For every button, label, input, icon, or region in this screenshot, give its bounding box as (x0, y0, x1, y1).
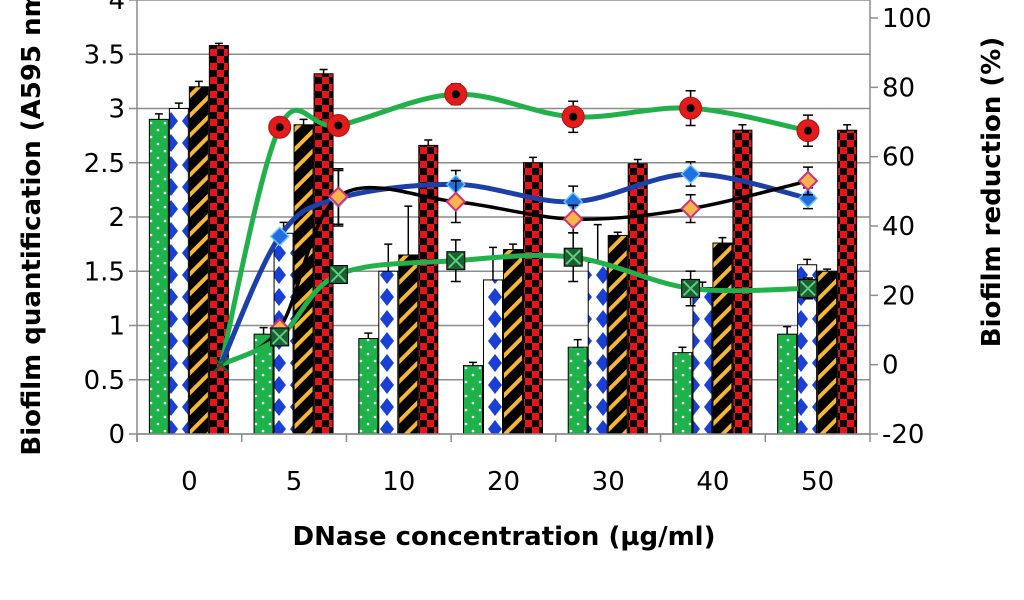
data-point (797, 188, 819, 209)
bar (418, 144, 439, 435)
error-bar (364, 332, 373, 339)
data-point-cross (330, 266, 347, 283)
error-bar (783, 325, 792, 335)
bar (712, 242, 733, 435)
bar (523, 162, 543, 435)
data-point (797, 170, 819, 192)
data-point-cross (448, 252, 464, 269)
error-bar (259, 326, 268, 335)
bar (692, 287, 713, 435)
y2-tick-label: 60 (882, 143, 915, 173)
error-bar (593, 223, 602, 263)
data-point-cross (271, 329, 288, 345)
bar (398, 254, 419, 435)
error-bar (489, 246, 497, 280)
data-point (269, 226, 290, 247)
y2-tick-label: 100 (882, 4, 932, 34)
y-axis-label: Biofilm quantification (A595 nm) (17, 0, 47, 456)
y-tick-label: 0.5 (84, 366, 125, 396)
x-tick-label: 10 (382, 467, 415, 497)
y-tick-label: 0 (108, 420, 125, 450)
y2-tick-label: -20 (882, 420, 924, 450)
y2-tick-label: 40 (882, 212, 915, 242)
bar (378, 270, 399, 435)
bar (293, 124, 314, 435)
error-bar (613, 231, 622, 236)
bar (168, 108, 189, 435)
y-tick-label: 2.5 (84, 149, 125, 179)
x-tick-label: 20 (487, 467, 520, 497)
y2-tick-label: 20 (882, 281, 915, 311)
bar (208, 45, 229, 435)
data-point-center (334, 121, 343, 130)
data-point (680, 198, 702, 220)
error-bar (803, 258, 812, 265)
error-bar (174, 102, 183, 109)
bar (672, 352, 693, 435)
bar (777, 333, 798, 435)
x-tick-label: 50 (801, 467, 834, 497)
error-bar (843, 124, 852, 131)
error-bar (718, 236, 727, 244)
error-bar (154, 113, 163, 120)
bar (503, 249, 523, 435)
data-point-center (275, 123, 284, 132)
bar (567, 346, 588, 435)
error-bar (573, 338, 582, 348)
y2-tick-label: 80 (882, 73, 915, 103)
bar (732, 129, 753, 435)
x-tick-label: 5 (286, 467, 303, 497)
data-point (680, 163, 701, 185)
y-tick-label: 3.5 (84, 40, 125, 70)
data-point (213, 356, 229, 373)
error-bar (469, 361, 477, 366)
y-tick-label: 2 (108, 203, 125, 233)
bar (817, 270, 838, 435)
error-bar (823, 268, 832, 272)
error-bar (633, 158, 642, 164)
bar (483, 279, 503, 435)
data-point-center (569, 112, 578, 121)
y2-tick-label: 0 (882, 351, 899, 381)
bar (463, 365, 483, 435)
data-point-cross (800, 280, 816, 297)
x-tick-label: 0 (181, 467, 198, 497)
y-tick-label: 1.5 (84, 257, 125, 287)
error-bar (299, 118, 308, 125)
bar (837, 129, 858, 435)
bar (148, 118, 169, 435)
bar (627, 163, 648, 435)
error-bar (319, 68, 328, 74)
error-bar (214, 42, 223, 46)
data-point-center (451, 90, 460, 99)
error-bar (424, 139, 433, 146)
bar (358, 338, 379, 435)
error-bar (404, 205, 413, 255)
x-tick-label: 30 (592, 467, 625, 497)
error-bar (738, 124, 747, 131)
bar (587, 262, 608, 435)
data-point-center (686, 104, 695, 113)
error-bar (509, 243, 517, 250)
data-point-cross (682, 280, 699, 297)
x-tick-label: 40 (696, 467, 729, 497)
data-point-cross (565, 249, 581, 265)
x-axis-label: DNase concentration (µg/ml) (293, 522, 716, 552)
error-bar (384, 243, 393, 272)
data-point (562, 208, 584, 230)
data-point (445, 191, 467, 213)
bar (188, 86, 209, 435)
data-point-center (804, 126, 812, 135)
error-bar (678, 346, 687, 353)
y2-axis-label: Biofilm reduction (%) (977, 37, 1007, 348)
error-bar (194, 80, 203, 87)
y-tick-label: 4 (108, 0, 125, 16)
y-tick-label: 3 (108, 95, 125, 125)
data-point (327, 186, 349, 207)
error-bar (529, 156, 537, 163)
y-tick-label: 1 (108, 312, 125, 342)
